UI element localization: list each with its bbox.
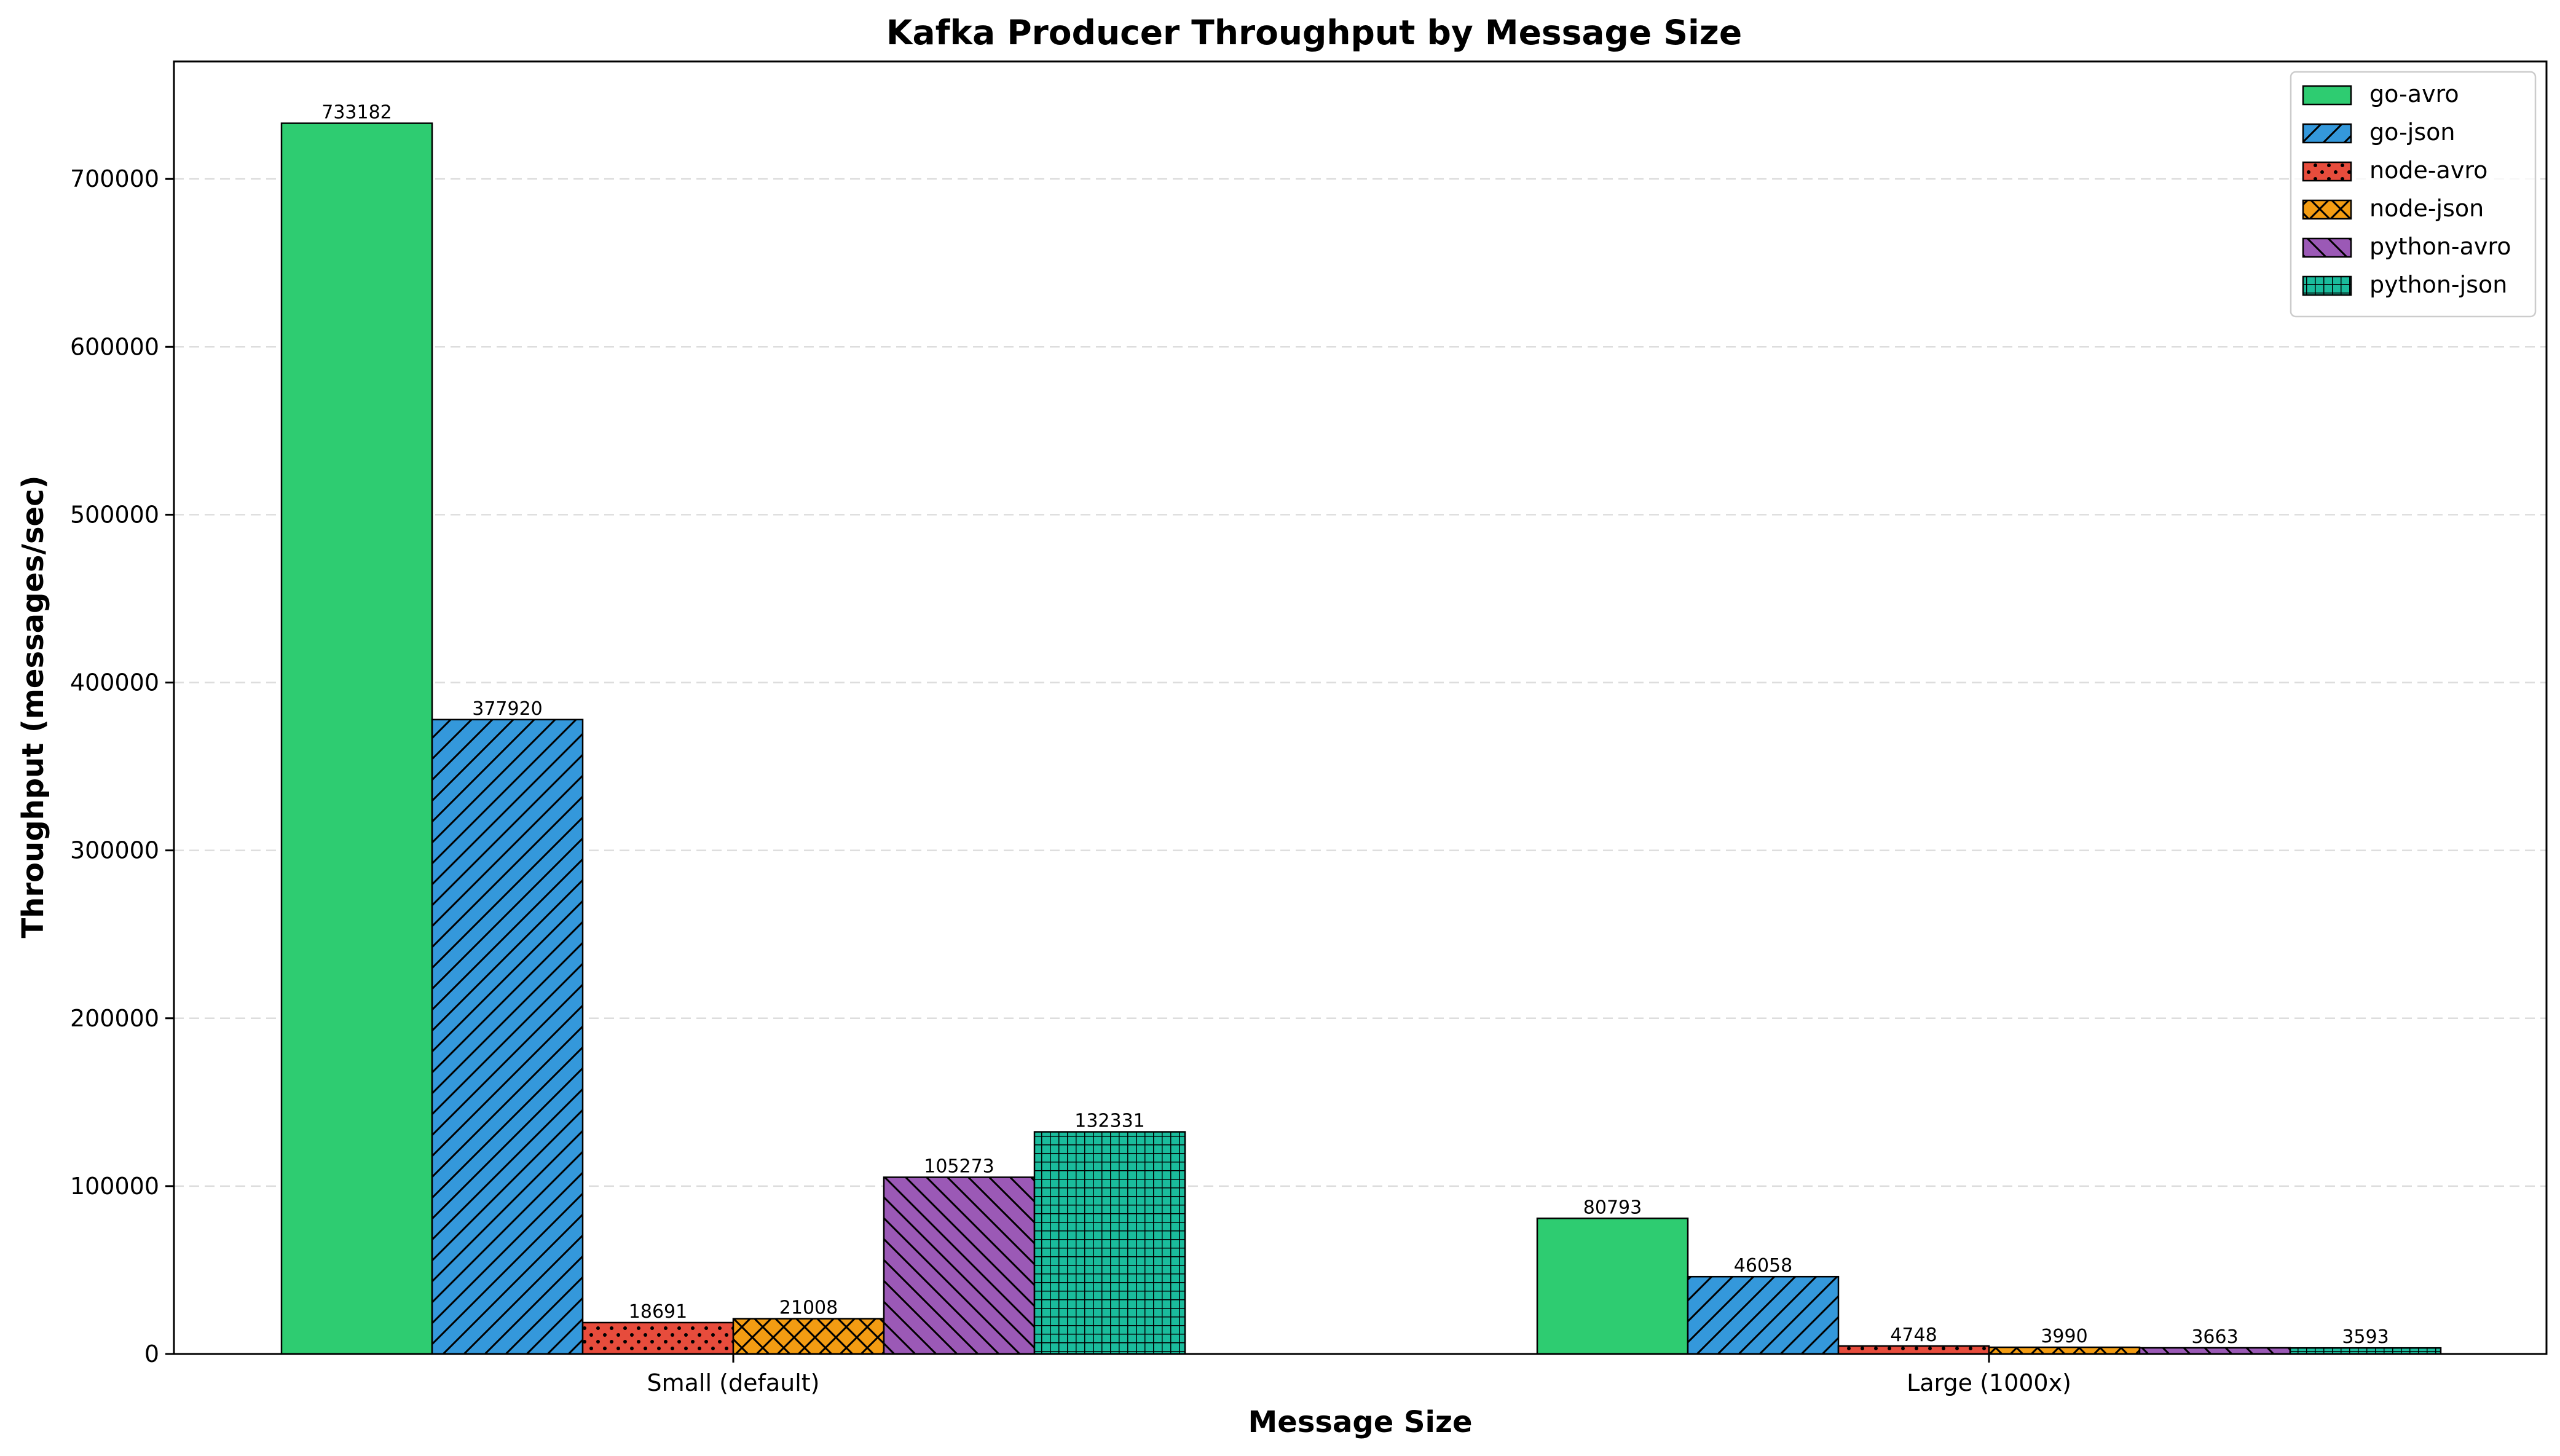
gridlines xyxy=(174,178,2546,1187)
y-tick-label: 400000 xyxy=(70,669,159,696)
bar-value-label: 46058 xyxy=(1734,1255,1792,1277)
bar-go-json xyxy=(431,718,584,1355)
bar-value-label: 3663 xyxy=(2191,1326,2238,1348)
y-tick-label: 300000 xyxy=(70,837,159,864)
y-tick-label: 100000 xyxy=(70,1173,159,1200)
chart-title: Kafka Producer Throughput by Message Siz… xyxy=(886,13,1742,52)
y-tick-label: 0 xyxy=(144,1340,159,1367)
bars xyxy=(280,122,2442,1355)
legend-box xyxy=(2290,71,2537,318)
x-axis: Small (default) Large (1000x) xyxy=(647,1354,2071,1396)
bar-value-label: 733182 xyxy=(321,102,392,124)
y-axis-label: Throughput (messages/sec) xyxy=(16,475,50,938)
bar-value-label: 18691 xyxy=(629,1301,687,1323)
plot-area-frame xyxy=(173,60,2548,1355)
bar-value-label: 105273 xyxy=(924,1155,994,1177)
y-tick-label: 500000 xyxy=(70,501,159,528)
x-tick-label: Large (1000x) xyxy=(1907,1369,2071,1396)
legend-entry-go-avro: go-avro xyxy=(2302,81,2459,108)
legend-label: node-json xyxy=(2369,195,2484,222)
data-labels: 733182 80793 377920 46058 18691 4748 21008 3990… xyxy=(321,102,2389,1348)
y-tick-label: 600000 xyxy=(70,333,159,360)
legend: go-avro go-json node-avro node-json python-a… xyxy=(2290,71,2537,318)
bar-python-avro xyxy=(2138,1347,2291,1355)
bar-value-label: 80793 xyxy=(1583,1197,1642,1218)
bar-value-label: 4748 xyxy=(1890,1324,1937,1346)
bar-value-label: 21008 xyxy=(779,1297,838,1319)
bar-python-avro xyxy=(883,1176,1036,1355)
bar-go-json xyxy=(1687,1275,1840,1355)
bar-node-avro xyxy=(581,1321,735,1355)
bar-value-label: 132331 xyxy=(1074,1111,1145,1132)
legend-entry-node-avro: node-avro xyxy=(2302,157,2487,184)
bar-python-json xyxy=(1033,1131,1186,1355)
legend-entry-python-avro: python-avro xyxy=(2302,233,2511,260)
legend-label: go-avro xyxy=(2369,81,2459,108)
x-tick-label: Small (default) xyxy=(647,1369,820,1396)
bar-value-label: 3593 xyxy=(2342,1326,2389,1348)
bar-go-avro xyxy=(280,122,433,1355)
bar-node-json xyxy=(1988,1346,2141,1355)
y-axis: 0 100000 200000 300000 400000 500000 600000 700… xyxy=(70,165,174,1367)
y-tick-label: 700000 xyxy=(70,165,159,192)
legend-entry-python-json: python-json xyxy=(2302,271,2507,298)
legend-entry-go-json: go-json xyxy=(2302,119,2455,146)
bar-node-json xyxy=(732,1318,885,1355)
x-axis-label: Message Size xyxy=(1248,1405,1473,1439)
y-tick-label: 200000 xyxy=(70,1005,159,1032)
legend-label: python-avro xyxy=(2369,233,2511,260)
bar-value-label: 377920 xyxy=(472,698,543,720)
bar-node-avro xyxy=(1837,1345,1990,1355)
legend-swatch xyxy=(2302,85,2352,106)
legend-label: node-avro xyxy=(2369,157,2487,184)
bar-value-label: 3990 xyxy=(2041,1326,2087,1347)
legend-label: go-json xyxy=(2369,119,2455,146)
legend-entry-node-json: node-json xyxy=(2302,195,2484,222)
legend-label: python-json xyxy=(2369,271,2507,298)
bar-go-avro xyxy=(1536,1218,1689,1355)
